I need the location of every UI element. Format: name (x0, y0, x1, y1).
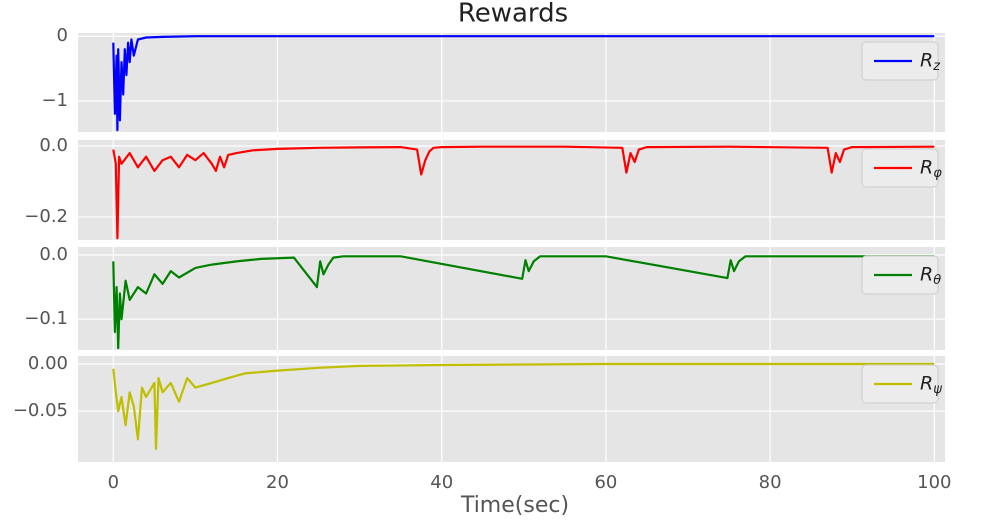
series-line (112, 35, 935, 132)
plot-area (78, 33, 945, 132)
legend-subscript: z (932, 59, 941, 74)
y-tick-label: 0.00 (28, 353, 68, 374)
x-tick-label: 40 (430, 472, 453, 493)
legend-subscript: φ (933, 166, 942, 181)
x-axis-label: Time(sec) (460, 493, 569, 518)
y-tick-label: −1 (41, 90, 68, 111)
plot-area (78, 140, 945, 240)
y-tick-label: −0.05 (13, 400, 68, 421)
y-tick-label: 0.0 (39, 244, 68, 265)
plot-area (78, 247, 945, 350)
y-tick-label: −0.2 (24, 206, 68, 227)
x-tick-label: 60 (594, 472, 617, 493)
x-tick-label: 100 (917, 472, 951, 493)
series-line (112, 145, 935, 240)
series-line (112, 362, 935, 450)
x-tick-label: 20 (266, 472, 289, 493)
y-tick-label: 0.0 (39, 135, 68, 156)
x-tick-label: 80 (759, 472, 782, 493)
series-line (112, 255, 935, 350)
chart-title: Rewards (458, 0, 568, 29)
y-tick-label: −0.1 (24, 308, 68, 329)
x-tick-label: 0 (108, 472, 119, 493)
plot-area (78, 356, 945, 462)
legend-subscript: ψ (933, 382, 942, 397)
legend-subscript: θ (933, 273, 941, 288)
y-tick-label: 0 (57, 25, 68, 46)
